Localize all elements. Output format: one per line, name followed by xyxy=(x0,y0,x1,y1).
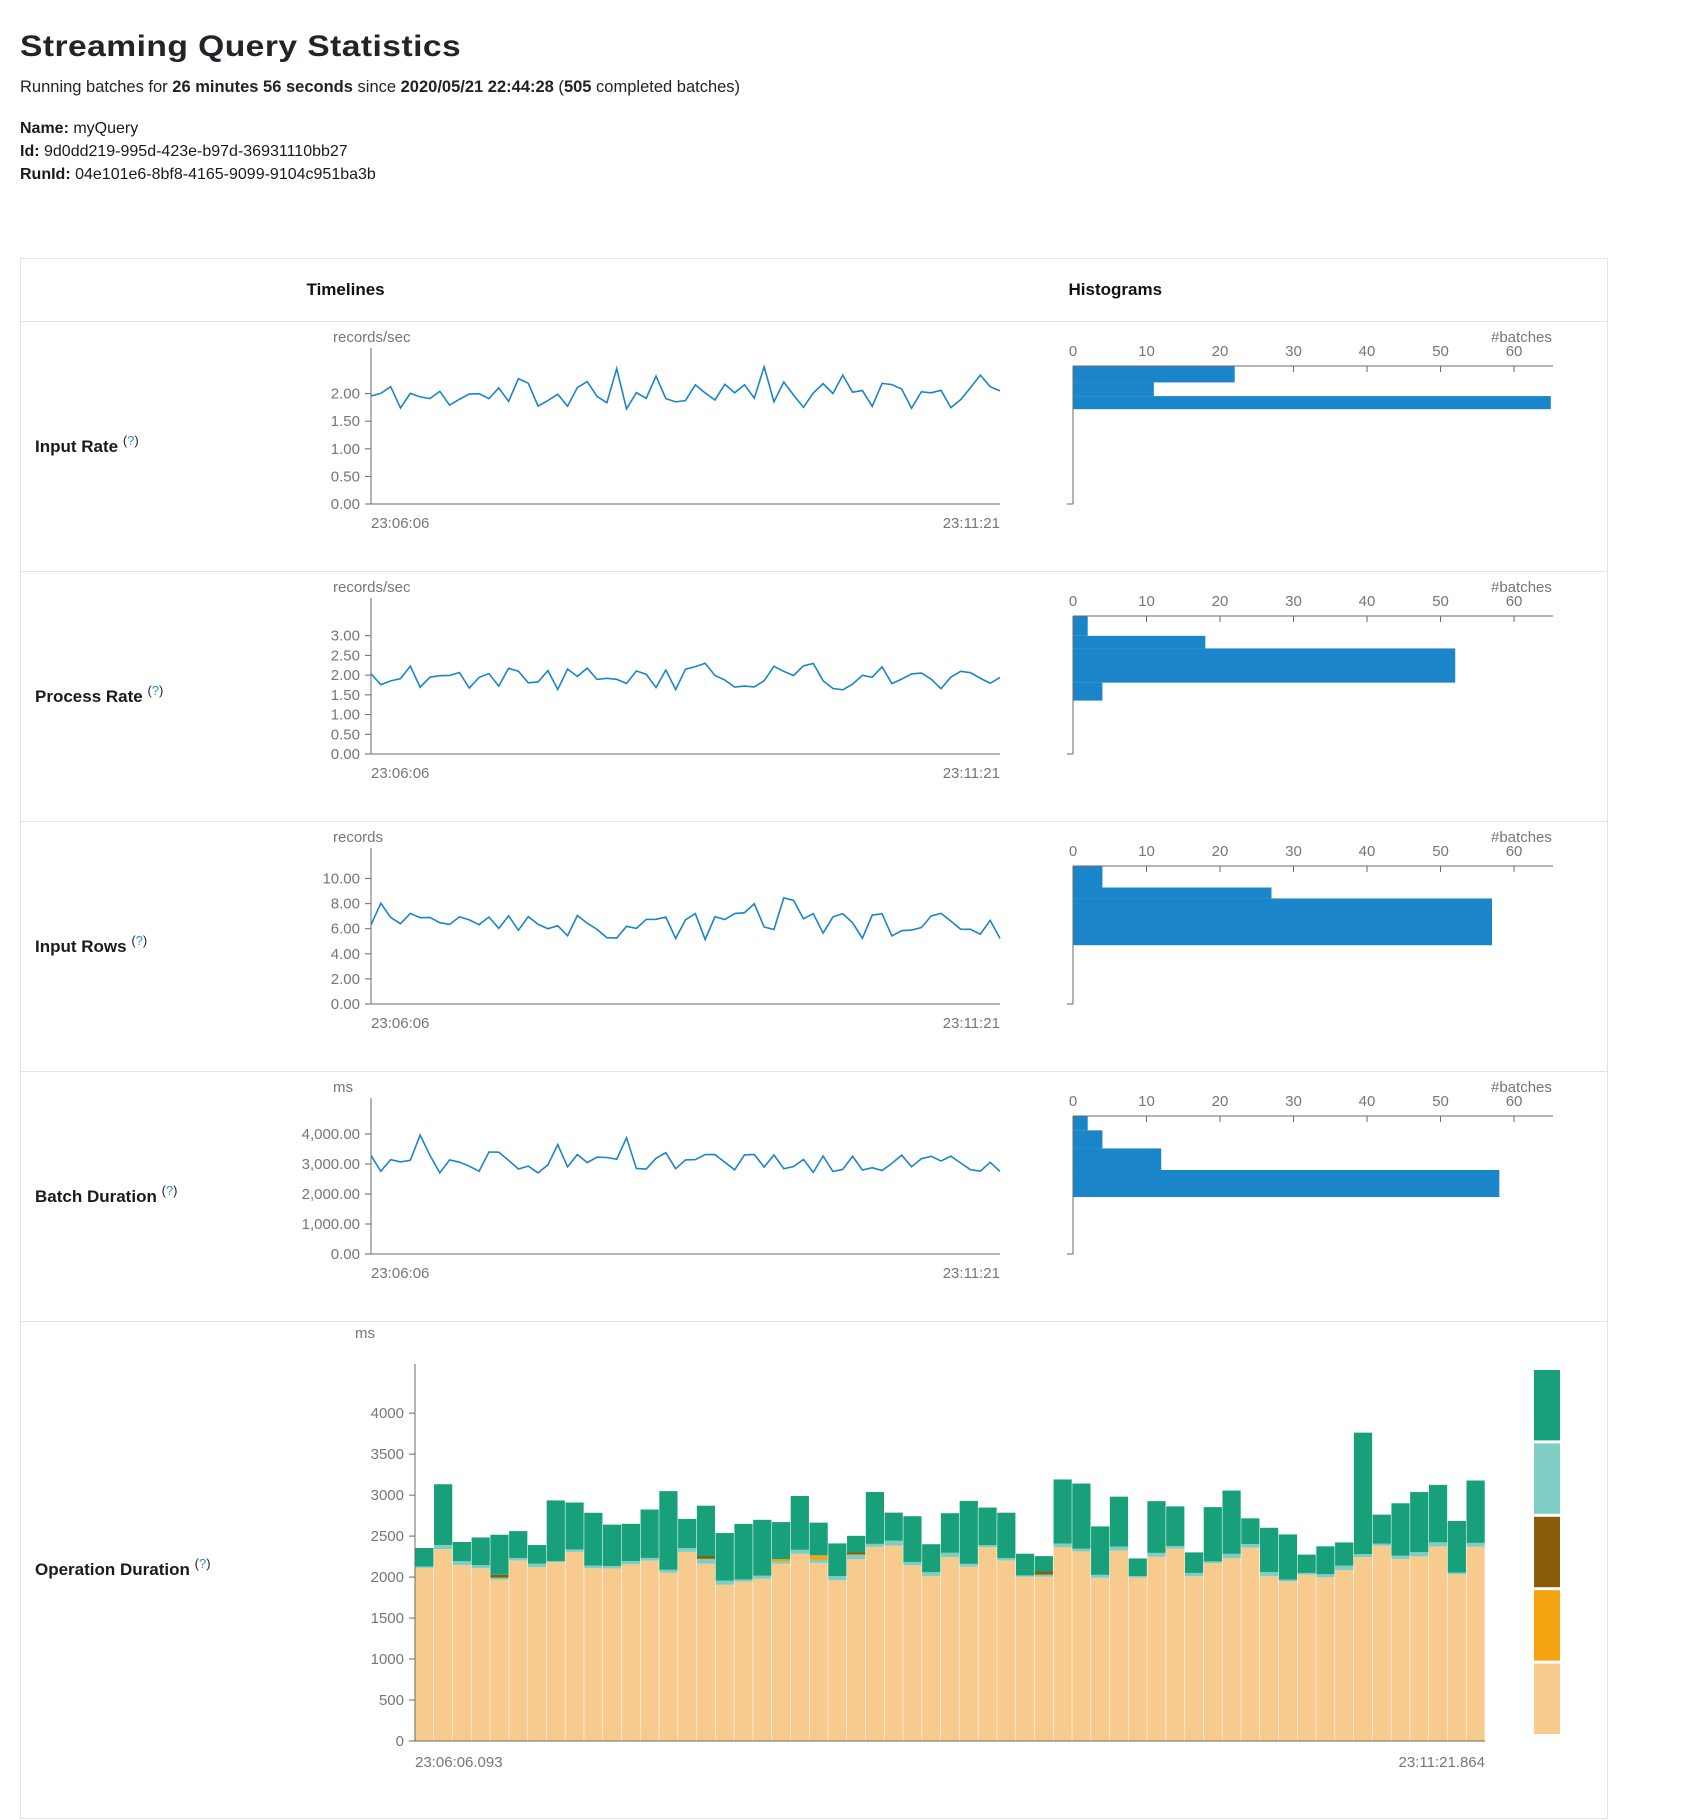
svg-text:0.00: 0.00 xyxy=(330,1246,359,1263)
svg-text:40: 40 xyxy=(1358,1093,1375,1110)
svg-text:2,000.00: 2,000.00 xyxy=(301,1186,359,1203)
svg-text:20: 20 xyxy=(1211,843,1228,860)
svg-text:10: 10 xyxy=(1138,1093,1155,1110)
svg-text:50: 50 xyxy=(1432,343,1449,360)
svg-text:1,000.00: 1,000.00 xyxy=(301,1216,359,1233)
svg-text:ms: ms xyxy=(355,1325,375,1342)
svg-text:2000: 2000 xyxy=(370,1569,403,1586)
svg-text:2500: 2500 xyxy=(370,1528,403,1545)
svg-text:50: 50 xyxy=(1432,843,1449,860)
svg-text:1500: 1500 xyxy=(370,1610,403,1627)
svg-text:20: 20 xyxy=(1211,343,1228,360)
svg-text:40: 40 xyxy=(1358,343,1375,360)
svg-text:1.00: 1.00 xyxy=(330,707,359,724)
svg-text:4.00: 4.00 xyxy=(330,946,359,963)
svg-text:ms: ms xyxy=(333,1079,353,1096)
svg-text:500: 500 xyxy=(378,1692,403,1709)
svg-text:10: 10 xyxy=(1138,843,1155,860)
svg-text:30: 30 xyxy=(1285,843,1302,860)
svg-text:0: 0 xyxy=(1068,843,1076,860)
svg-text:0.00: 0.00 xyxy=(330,746,359,763)
svg-text:3,000.00: 3,000.00 xyxy=(301,1156,359,1173)
svg-text:10.00: 10.00 xyxy=(322,871,360,888)
svg-text:50: 50 xyxy=(1432,593,1449,610)
svg-text:0: 0 xyxy=(1068,593,1076,610)
svg-text:2.00: 2.00 xyxy=(330,971,359,988)
svg-text:6.00: 6.00 xyxy=(330,921,359,938)
svg-text:2.50: 2.50 xyxy=(330,647,359,664)
svg-text:1.50: 1.50 xyxy=(330,687,359,704)
svg-text:3000: 3000 xyxy=(370,1487,403,1504)
svg-text:23:06:06: 23:06:06 xyxy=(371,515,429,532)
svg-text:1.50: 1.50 xyxy=(330,413,359,430)
svg-text:30: 30 xyxy=(1285,593,1302,610)
svg-text:0.50: 0.50 xyxy=(330,468,359,485)
svg-text:30: 30 xyxy=(1285,1093,1302,1110)
svg-text:23:06:06: 23:06:06 xyxy=(371,1015,429,1032)
svg-text:0.50: 0.50 xyxy=(330,726,359,743)
svg-text:10: 10 xyxy=(1138,343,1155,360)
svg-text:23:06:06: 23:06:06 xyxy=(371,765,429,782)
svg-text:10: 10 xyxy=(1138,593,1155,610)
svg-text:60: 60 xyxy=(1505,343,1522,360)
svg-text:3.00: 3.00 xyxy=(330,628,359,645)
svg-text:records/sec: records/sec xyxy=(333,329,411,346)
svg-text:23:06:06: 23:06:06 xyxy=(371,1265,429,1282)
svg-text:2.00: 2.00 xyxy=(330,386,359,403)
svg-text:records/sec: records/sec xyxy=(333,579,411,596)
svg-text:23:11:21: 23:11:21 xyxy=(942,515,999,532)
svg-text:2.00: 2.00 xyxy=(330,667,359,684)
svg-text:20: 20 xyxy=(1211,1093,1228,1110)
svg-text:records: records xyxy=(333,829,383,846)
svg-text:3500: 3500 xyxy=(370,1446,403,1463)
svg-text:23:11:21: 23:11:21 xyxy=(942,1265,999,1282)
svg-text:40: 40 xyxy=(1358,843,1375,860)
svg-text:30: 30 xyxy=(1285,343,1302,360)
svg-text:60: 60 xyxy=(1505,1093,1522,1110)
svg-text:23:06:06.093: 23:06:06.093 xyxy=(415,1754,503,1771)
svg-text:1000: 1000 xyxy=(370,1651,403,1668)
svg-text:20: 20 xyxy=(1211,593,1228,610)
svg-text:4000: 4000 xyxy=(370,1405,403,1422)
svg-text:4,000.00: 4,000.00 xyxy=(301,1126,359,1143)
svg-text:60: 60 xyxy=(1505,593,1522,610)
svg-text:40: 40 xyxy=(1358,593,1375,610)
svg-text:0: 0 xyxy=(395,1733,403,1750)
svg-text:0.00: 0.00 xyxy=(330,496,359,513)
svg-text:1.00: 1.00 xyxy=(330,441,359,458)
svg-text:60: 60 xyxy=(1505,843,1522,860)
svg-text:23:11:21.864: 23:11:21.864 xyxy=(1398,1754,1484,1771)
svg-text:23:11:21: 23:11:21 xyxy=(942,1015,999,1032)
svg-text:50: 50 xyxy=(1432,1093,1449,1110)
svg-text:0: 0 xyxy=(1068,343,1076,360)
svg-text:8.00: 8.00 xyxy=(330,896,359,913)
svg-text:0: 0 xyxy=(1068,1093,1076,1110)
svg-text:23:11:21: 23:11:21 xyxy=(942,765,999,782)
svg-text:0.00: 0.00 xyxy=(330,996,359,1013)
